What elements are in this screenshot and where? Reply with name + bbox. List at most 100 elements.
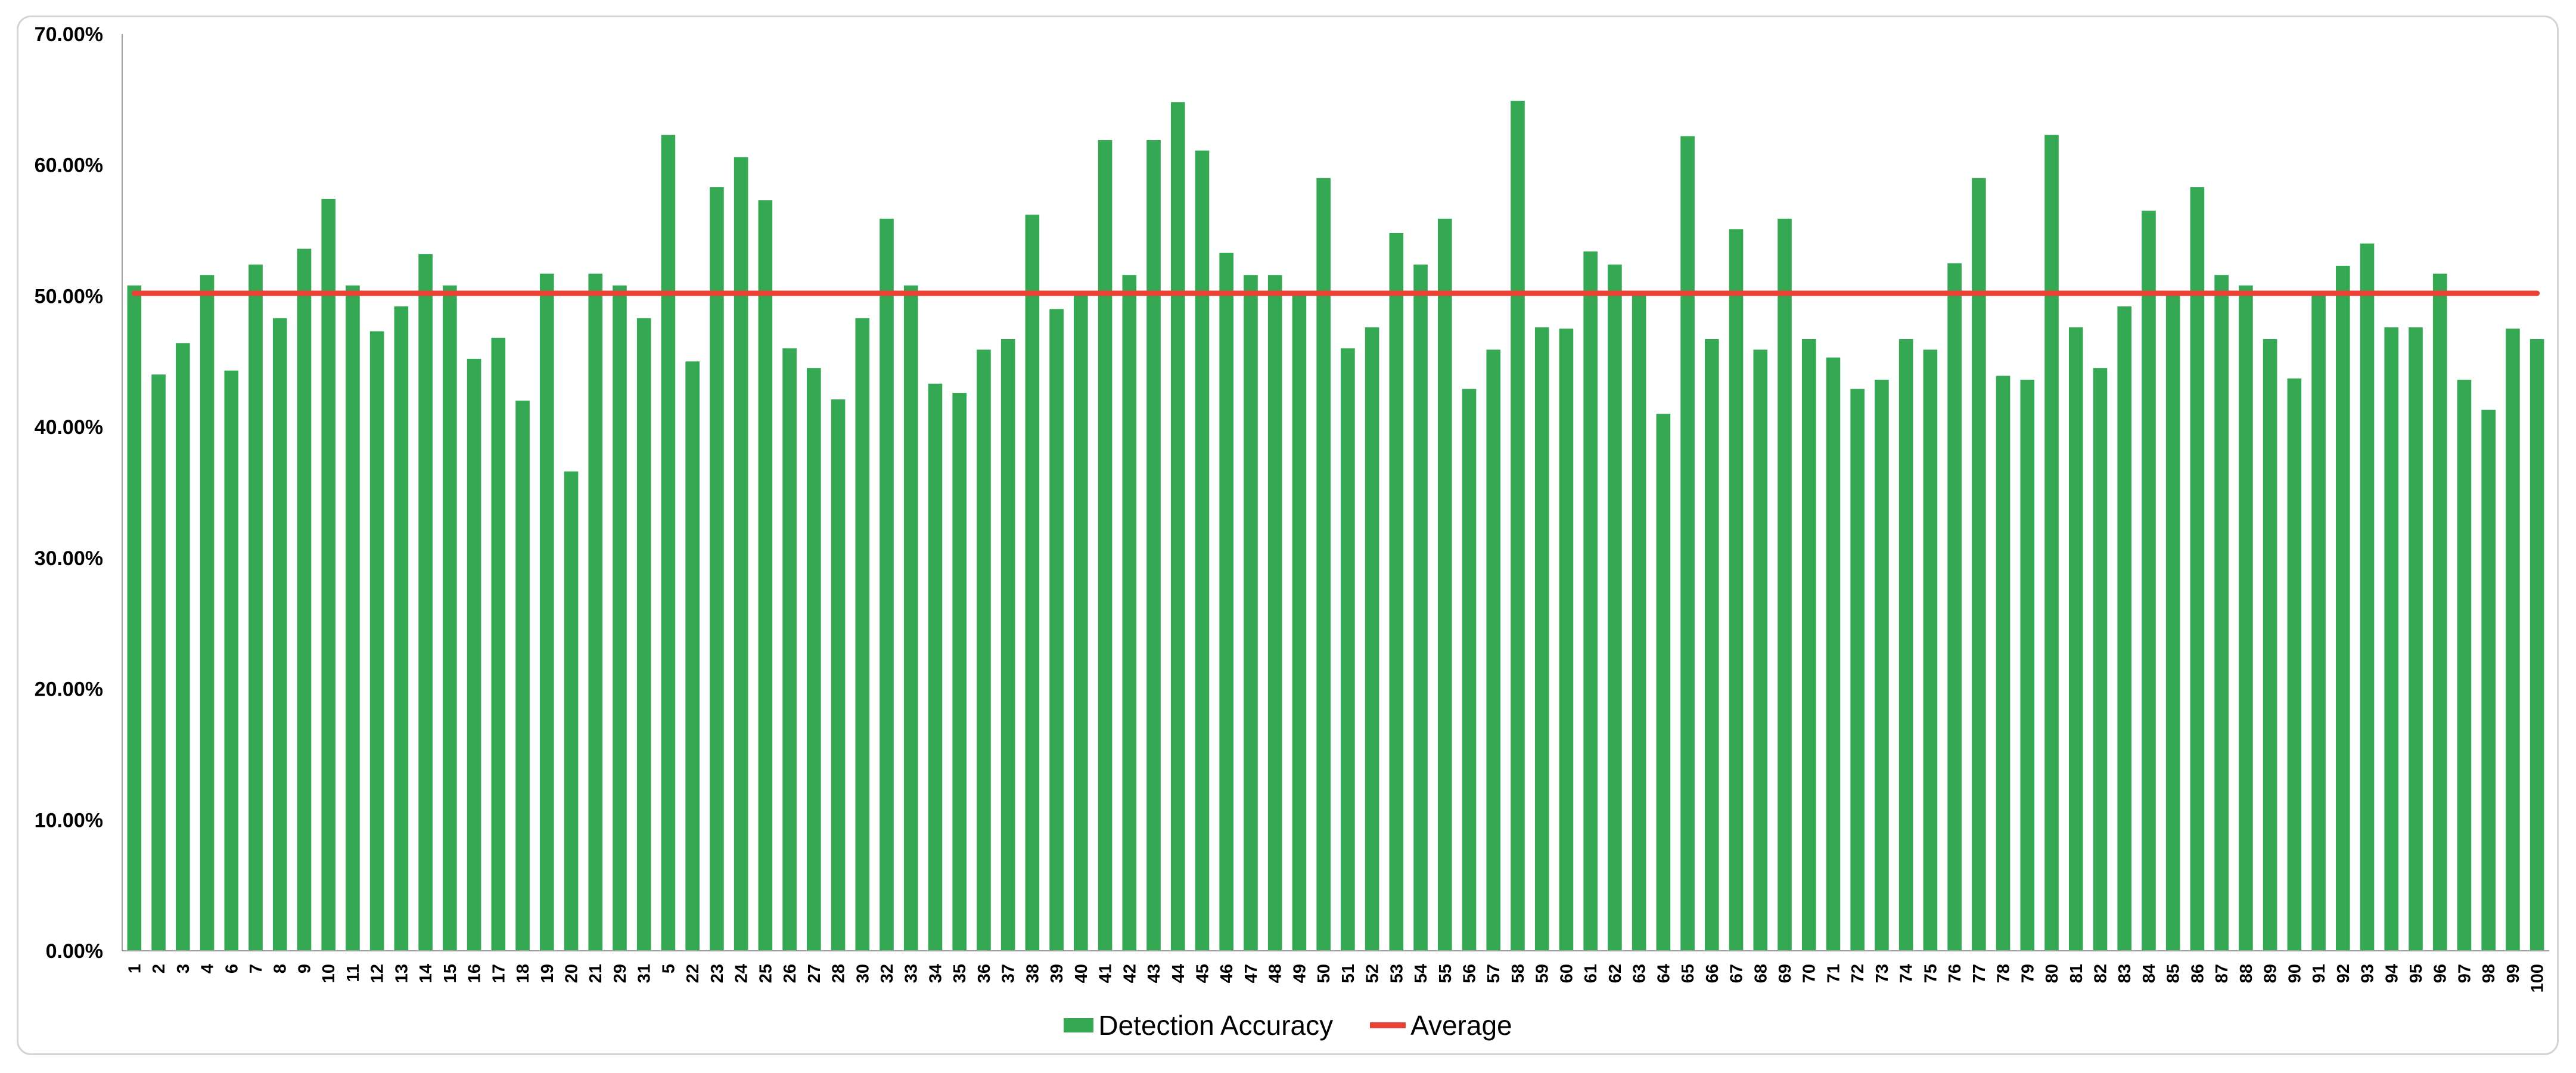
- bar: [2068, 327, 2083, 951]
- x-tick-label: 69: [1776, 964, 1795, 983]
- bar: [1316, 178, 1331, 951]
- x-tick-label: 12: [368, 964, 387, 983]
- x-tick-label: 21: [586, 964, 605, 983]
- bar: [831, 399, 846, 951]
- bar: [1267, 275, 1282, 951]
- axes: [122, 34, 2549, 951]
- y-axis-ticks: 0.00% 10.00% 20.00% 30.00% 40.00% 50.00% 60.00…: [35, 23, 103, 963]
- chart-frame: [17, 15, 2559, 1055]
- bar: [1511, 101, 1525, 951]
- bar: [1462, 389, 1477, 951]
- x-tick-label: 72: [1848, 964, 1867, 983]
- bar: [1972, 178, 1986, 951]
- bar: [685, 361, 700, 951]
- bar: [1680, 136, 1695, 951]
- bar: [758, 200, 773, 951]
- x-tick-label: 7: [247, 964, 266, 973]
- bar: [1486, 349, 1501, 951]
- bar: [1778, 218, 1792, 951]
- bar: [1632, 296, 1646, 951]
- bar: [782, 348, 797, 951]
- bar: [1341, 348, 1355, 951]
- y-tick-label: 50.00%: [35, 285, 103, 308]
- bar: [880, 218, 894, 951]
- x-tick-label: 43: [1145, 964, 1164, 983]
- x-tick-label: 85: [2164, 964, 2183, 983]
- bar: [636, 318, 651, 951]
- x-tick-label: 75: [1921, 964, 1940, 983]
- bar: [1534, 327, 1549, 951]
- bar: [418, 254, 433, 951]
- y-tick-label: 10.00%: [35, 809, 103, 832]
- bar: [2044, 135, 2059, 951]
- bar: [1947, 263, 1962, 951]
- bar: [369, 331, 384, 951]
- x-tick-label: 80: [2043, 964, 2062, 983]
- bar: [1074, 296, 1088, 951]
- bar: [2409, 327, 2423, 951]
- bar: [806, 368, 821, 951]
- x-tick-label: 10: [319, 964, 338, 983]
- bar: [467, 358, 481, 951]
- x-tick-label: 61: [1581, 964, 1601, 983]
- bar: [1656, 414, 1671, 951]
- bar: [2360, 243, 2375, 951]
- bar: [515, 401, 530, 951]
- bar: [952, 393, 967, 951]
- legend: Detection Accuracy Average: [0, 1007, 2576, 1043]
- bar: [1389, 232, 1404, 951]
- x-tick-label: 71: [1824, 964, 1843, 983]
- x-tick-label: 94: [2382, 964, 2401, 983]
- bar: [1122, 275, 1137, 951]
- bar: [346, 285, 360, 951]
- x-tick-label: 66: [1703, 964, 1722, 983]
- bar: [2165, 296, 2180, 951]
- x-tick-label: 84: [2140, 964, 2159, 983]
- x-tick-label: 6: [222, 964, 241, 973]
- x-tick-label: 90: [2285, 964, 2304, 983]
- x-tick-label: 63: [1630, 964, 1649, 983]
- x-tick-label: 38: [1023, 964, 1042, 983]
- x-tick-label: 2: [150, 964, 169, 973]
- x-tick-label: 16: [465, 964, 484, 983]
- x-tick-label: 98: [2479, 964, 2499, 983]
- x-tick-label: 35: [950, 964, 970, 983]
- x-tick-label: 37: [999, 964, 1018, 983]
- y-tick-label: 70.00%: [35, 23, 103, 46]
- x-tick-label: 18: [514, 964, 533, 983]
- bar: [1025, 215, 1040, 951]
- x-tick-label: 81: [2067, 964, 2086, 983]
- bar: [2020, 380, 2035, 951]
- y-tick-label: 20.00%: [35, 678, 103, 701]
- bar: [200, 275, 215, 951]
- x-tick-label: 4: [198, 964, 217, 973]
- bar: [2287, 378, 2302, 951]
- bar: [2117, 306, 2132, 951]
- x-tick-label: 23: [708, 964, 727, 983]
- x-tick-label: 57: [1484, 964, 1503, 983]
- x-axis-ticks: 1 2 3 4 6 7 8 9 10 11 12 13 14 15 16 17 18 19 20 21 29 31 5 22 2…: [125, 964, 2547, 993]
- bar: [272, 318, 287, 951]
- x-tick-label: 87: [2213, 964, 2232, 983]
- x-tick-label: 44: [1169, 964, 1188, 983]
- bar: [2457, 380, 2472, 951]
- x-tick-label: 48: [1266, 964, 1285, 983]
- bar: [1801, 339, 1816, 951]
- bar: [443, 285, 457, 951]
- bar: [1875, 380, 1889, 951]
- bar: [588, 274, 603, 951]
- bar: [1705, 339, 1719, 951]
- legend-item-detection-accuracy: Detection Accuracy: [1064, 1009, 1333, 1041]
- bar: [1826, 357, 1841, 951]
- x-tick-label: 26: [781, 964, 800, 983]
- x-tick-label: 60: [1557, 964, 1576, 983]
- x-tick-label: 54: [1412, 964, 1431, 983]
- bar: [176, 343, 190, 951]
- bar: [1413, 264, 1428, 951]
- bar: [1559, 328, 1574, 951]
- bar: [1583, 251, 1598, 951]
- y-tick-label: 60.00%: [35, 154, 103, 177]
- bar: [1170, 102, 1185, 951]
- bar: [248, 264, 263, 951]
